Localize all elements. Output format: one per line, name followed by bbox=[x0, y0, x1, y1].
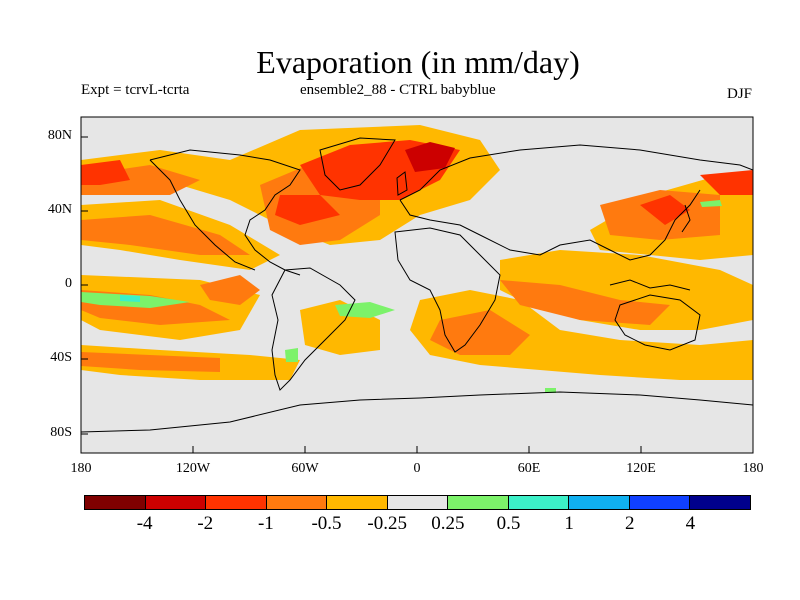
colorbar-label: 0.5 bbox=[496, 513, 521, 534]
colorbar-label: -0.25 bbox=[367, 513, 407, 534]
anomaly-teal-regions bbox=[120, 295, 140, 302]
colorbar-label: -1 bbox=[257, 513, 274, 534]
coastlines bbox=[81, 137, 753, 433]
experiment-label: Expt = tcrvL-tcrta bbox=[81, 82, 190, 98]
ensemble-label: ensemble2_88 - CTRL babyblue bbox=[300, 82, 496, 98]
colorbar-label: 2 bbox=[624, 513, 635, 534]
colorbar-label: 0.25 bbox=[431, 513, 465, 534]
colorbar-label: 4 bbox=[685, 513, 696, 534]
colorbar-swatch bbox=[690, 496, 751, 509]
colorbar-label: -2 bbox=[197, 513, 214, 534]
colorbar-swatch bbox=[145, 496, 207, 509]
y-tick-label: 40N bbox=[47, 202, 72, 217]
y-tick-label: 0 bbox=[65, 276, 72, 291]
colorbar-label: 1 bbox=[564, 513, 574, 534]
colorbar-label: -4 bbox=[136, 513, 153, 534]
colorbar-swatch bbox=[569, 496, 630, 509]
axis-ticks bbox=[80, 136, 754, 453]
colorbar-swatch bbox=[85, 496, 146, 509]
colorbar-label: -0.5 bbox=[311, 513, 342, 534]
anomaly-dark-red-regions bbox=[405, 142, 455, 172]
colorbar-swatch bbox=[327, 496, 388, 509]
colorbar-swatch bbox=[206, 496, 267, 509]
colorbar bbox=[84, 495, 751, 510]
x-tick-label: 60E bbox=[517, 461, 541, 476]
colorbar-swatch bbox=[266, 496, 328, 509]
x-tick-label: 180 bbox=[742, 461, 764, 476]
x-tick-label: 0 bbox=[413, 461, 421, 476]
x-tick-label: 120E bbox=[626, 461, 656, 476]
x-tick-label: 120W bbox=[175, 461, 211, 476]
season-label: DJF bbox=[726, 86, 752, 102]
colorbar-swatch bbox=[629, 496, 691, 509]
colorbar-swatch bbox=[387, 496, 449, 509]
colorbar-swatch bbox=[508, 496, 570, 509]
x-tick-label: 180 bbox=[70, 461, 92, 476]
x-tick-label: 60W bbox=[291, 461, 319, 476]
y-tick-label: 80S bbox=[50, 425, 72, 440]
colorbar-swatch bbox=[448, 496, 509, 509]
y-tick-label: 40S bbox=[50, 350, 72, 365]
map-title: Evaporation (in mm/day) bbox=[256, 44, 580, 80]
y-tick-label: 80N bbox=[47, 128, 72, 143]
